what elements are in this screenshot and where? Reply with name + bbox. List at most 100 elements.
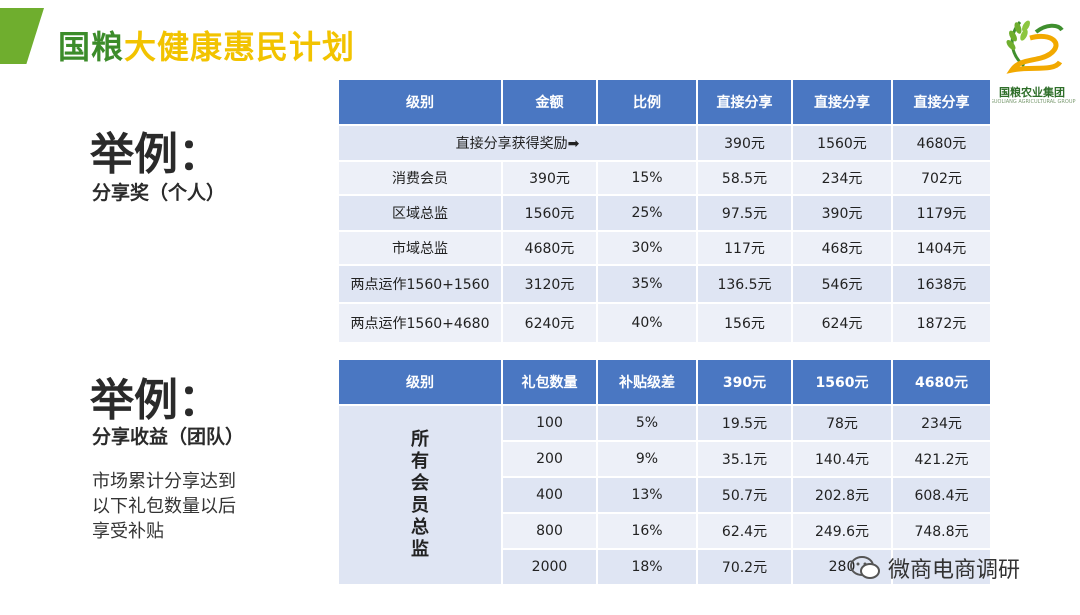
table-cell: 748.8元 (891, 512, 992, 550)
table-cell: 140.4元 (791, 440, 893, 478)
level-char: 员 (411, 495, 429, 516)
share-reward-table: 级别 金额 比例 直接分享 直接分享 直接分享 直接分享获得奖励➡ 390元 1… (337, 78, 992, 344)
table-cell: 50.7元 (696, 476, 793, 514)
table-cell: 608.4元 (891, 476, 992, 514)
table-cell: 62.4元 (696, 512, 793, 550)
level-char: 总 (411, 517, 429, 538)
table-cell (891, 548, 992, 586)
table-cell: 2000 (501, 548, 598, 586)
table-cell: 1560元 (791, 124, 893, 162)
table-row: 400 13% 50.7元 202.8元 608.4元 (338, 476, 992, 514)
table-cell: 202.8元 (791, 476, 893, 514)
level-all-members-cell: 所 有 会 员 总 监 (337, 404, 503, 586)
table-cell: 1404元 (891, 230, 992, 266)
col-header-direct-share: 直接分享 (891, 78, 992, 126)
example-heading-1: 举例： (90, 129, 222, 180)
table-cell: 390元 (791, 194, 893, 232)
note-line-2: 以下礼包数量以后 (92, 496, 236, 517)
table-cell: 58.5元 (696, 160, 793, 196)
table-cell: 35% (596, 264, 698, 304)
table-cell: 70.2元 (696, 548, 793, 586)
company-logo: 国粮农业集团 GUOLIANG AGRICULTURAL GROUP (990, 14, 1076, 106)
table-cell: 区域总监 (337, 194, 503, 232)
table-cell: 1638元 (891, 264, 992, 304)
table-cell: 两点运作1560+4680 (337, 302, 503, 344)
table-cell: 800 (501, 512, 598, 550)
table-cell: 390元 (696, 124, 793, 162)
corner-accent (0, 8, 44, 64)
team-income-subheading: 分享收益（团队） (92, 426, 245, 448)
table-cell: 40% (596, 302, 698, 344)
share-reward-subheading: 分享奖（个人） (92, 182, 226, 204)
table-cell: 97.5元 (696, 194, 793, 232)
table-header-row: 级别 礼包数量 补贴级差 390元 1560元 4680元 (337, 358, 992, 406)
table-cell: 4680元 (501, 230, 598, 266)
watermark-text: 微商电商调研 (888, 558, 1021, 583)
table-cell: 390元 (501, 160, 598, 196)
table-cell: 6240元 (501, 302, 598, 344)
table-cell: 30% (596, 230, 698, 266)
table-cell: 两点运作1560+1560 (337, 264, 503, 304)
col-header-package-count: 礼包数量 (501, 358, 598, 406)
table-cell: 468元 (791, 230, 893, 266)
table-cell: 136.5元 (696, 264, 793, 304)
level-char: 监 (411, 539, 429, 560)
table-cell: 4680元 (891, 124, 992, 162)
table-cell: 3120元 (501, 264, 598, 304)
wheat-logo-icon (1006, 20, 1064, 74)
col-header-subsidy-diff: 补贴级差 (596, 358, 698, 406)
reward-row-label: 直接分享获得奖励➡ (337, 124, 698, 162)
level-char: 所 (411, 429, 429, 450)
table-row: 两点运作1560+4680 6240元 40% 156元 624元 1872元 (337, 302, 992, 344)
table-row: 区域总监 1560元 25% 97.5元 390元 1179元 (337, 194, 992, 232)
table-cell: 9% (596, 440, 698, 478)
page-title-part2: 大健康惠民计划 (124, 28, 356, 66)
table-cell: 35.1元 (696, 440, 793, 478)
table-cell: 消费会员 (337, 160, 503, 196)
table-cell: 市域总监 (337, 230, 503, 266)
col-header-level: 级别 (337, 78, 503, 126)
table-cell: 78元 (791, 404, 893, 442)
level-char: 有 (411, 451, 429, 472)
col-header-level: 级别 (337, 358, 503, 406)
table-cell: 18% (596, 548, 698, 586)
note-line-3: 享受补贴 (92, 521, 164, 542)
note-line-1: 市场累计分享达到 (92, 471, 236, 492)
table-cell: 13% (596, 476, 698, 514)
table-cell: 249.6元 (791, 512, 893, 550)
page-title-part1: 国粮 (58, 28, 125, 66)
table-cell: 16% (596, 512, 698, 550)
table-cell: 624元 (791, 302, 893, 344)
table-cell: 25% (596, 194, 698, 232)
table-cell: 1560元 (501, 194, 598, 232)
table-cell: 400 (501, 476, 598, 514)
table-cell: 1872元 (891, 302, 992, 344)
table-row: 200 9% 35.1元 140.4元 421.2元 (338, 440, 992, 478)
col-header-direct-share: 直接分享 (696, 78, 793, 126)
wechat-icon (850, 556, 880, 579)
watermark-badge: 微商电商调研 (850, 552, 1020, 584)
table-row: 两点运作1560+1560 3120元 35% 136.5元 546元 1638… (337, 264, 992, 304)
logo-subtitle: GUOLIANG AGRICULTURAL GROUP (990, 99, 1076, 105)
col-header-4680: 4680元 (891, 358, 992, 406)
table-cell: 234元 (891, 404, 992, 442)
col-header-390: 390元 (696, 358, 793, 406)
table-cell: 15% (596, 160, 698, 196)
table-cell: 5% (596, 404, 698, 442)
level-char: 会 (411, 473, 429, 494)
table-row: 消费会员 390元 15% 58.5元 234元 702元 (337, 160, 992, 196)
table-row: 2000 18% 70.2元 280 (338, 548, 992, 586)
table-header-row: 级别 金额 比例 直接分享 直接分享 直接分享 (337, 78, 992, 126)
reward-row: 直接分享获得奖励➡ 390元 1560元 4680元 (337, 124, 992, 162)
team-income-table: 级别 礼包数量 补贴级差 390元 1560元 4680元 所 有 会 员 总 … (337, 358, 992, 586)
logo-name: 国粮农业集团 (999, 86, 1065, 99)
example-heading-2: 举例： (90, 375, 222, 426)
table-cell: 117元 (696, 230, 793, 266)
col-header-ratio: 比例 (596, 78, 698, 126)
table-cell: 100 (501, 404, 598, 442)
col-header-1560: 1560元 (791, 358, 893, 406)
col-header-direct-share: 直接分享 (791, 78, 893, 126)
table-row: 800 16% 62.4元 249.6元 748.8元 (338, 512, 992, 550)
table-cell: 546元 (791, 264, 893, 304)
col-header-amount: 金额 (501, 78, 598, 126)
